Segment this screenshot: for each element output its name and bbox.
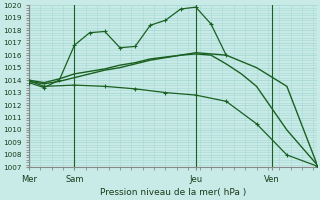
X-axis label: Pression niveau de la mer( hPa ): Pression niveau de la mer( hPa ): [100, 188, 246, 197]
